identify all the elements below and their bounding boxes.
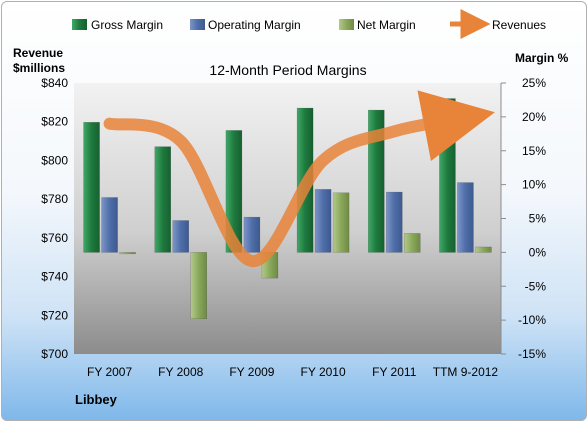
right-tick-label: 10% bbox=[522, 178, 546, 192]
legend-label-gross-margin: Gross Margin bbox=[91, 18, 163, 32]
bars bbox=[83, 98, 492, 320]
gross-margin-bar bbox=[368, 109, 385, 253]
x-tick-label: FY 2007 bbox=[87, 365, 132, 379]
gross-margin-bar bbox=[154, 146, 171, 253]
operating-margin-bar bbox=[243, 216, 261, 253]
x-tick-label: FY 2008 bbox=[158, 365, 203, 379]
operating-margin-bar bbox=[172, 220, 189, 253]
operating-margin-bar bbox=[457, 182, 474, 253]
net-margin-bar bbox=[332, 192, 350, 253]
operating-margin-bar bbox=[386, 191, 403, 253]
right-tick-label: 15% bbox=[522, 144, 546, 158]
right-tick-label: -15% bbox=[518, 347, 546, 361]
operating-margin-bar bbox=[101, 197, 118, 253]
x-tick-label: FY 2011 bbox=[372, 365, 417, 379]
legend-label-operating-margin: Operating Margin bbox=[208, 18, 301, 32]
right-axis: -15% -10% -5% 0% 5% 10% 15% 20% 25% bbox=[500, 76, 547, 361]
left-tick-label: $720 bbox=[41, 308, 68, 322]
net-margin-bar bbox=[404, 233, 421, 253]
x-axis: FY 2007 FY 2008 FY 2009 FY 2010 FY 2011 TTM 9… bbox=[87, 365, 498, 379]
net-margin-bar bbox=[190, 252, 207, 320]
company-label: Libbey bbox=[75, 392, 118, 407]
right-tick-label: -5% bbox=[525, 279, 547, 293]
legend-swatch-gross-margin bbox=[72, 19, 87, 30]
left-axis-title-line2: $millions bbox=[13, 61, 65, 75]
gross-margin-bar bbox=[83, 122, 100, 253]
net-margin-bar bbox=[475, 246, 492, 253]
left-tick-label: $840 bbox=[41, 76, 68, 90]
right-axis-title: Margin % bbox=[515, 51, 569, 65]
revenues-line bbox=[103, 90, 495, 268]
operating-margin-bar bbox=[314, 189, 332, 253]
legend-swatch-net-margin bbox=[339, 19, 354, 30]
legend-label-revenues: Revenues bbox=[492, 18, 546, 32]
left-tick-label: $780 bbox=[41, 192, 68, 206]
right-tick-label: 25% bbox=[522, 76, 546, 90]
right-tick-label: 0% bbox=[529, 245, 547, 259]
legend-swatch-operating-margin bbox=[190, 19, 205, 30]
left-tick-label: $760 bbox=[41, 231, 68, 245]
left-axis-title-line1: Revenue bbox=[13, 46, 63, 60]
left-tick-label: $820 bbox=[41, 115, 68, 129]
net-margin-bar bbox=[119, 252, 136, 255]
left-tick-label: $700 bbox=[41, 347, 68, 361]
right-tick-label: 5% bbox=[529, 212, 547, 226]
left-tick-label: $800 bbox=[41, 153, 68, 167]
x-tick-label: FY 2010 bbox=[301, 365, 346, 379]
right-tick-label: -10% bbox=[518, 313, 546, 327]
legend-label-net-margin: Net Margin bbox=[357, 18, 416, 32]
x-tick-label: FY 2009 bbox=[229, 365, 274, 379]
revenue-line-group bbox=[103, 90, 495, 268]
left-tick-label: $740 bbox=[41, 270, 68, 284]
left-axis: $700 $720 $740 $760 $780 $800 $820 $840 bbox=[41, 76, 68, 361]
x-tick-label: TTM 9-2012 bbox=[433, 365, 499, 379]
legend: Gross Margin Operating Margin Net Margin… bbox=[72, 9, 546, 39]
chart-title: 12-Month Period Margins bbox=[209, 62, 366, 78]
right-tick-label: 20% bbox=[522, 110, 546, 124]
